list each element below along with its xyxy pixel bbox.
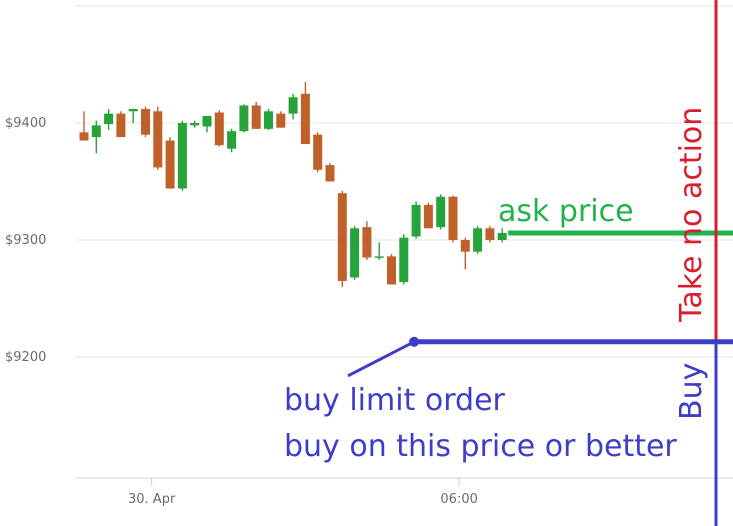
candle-body	[497, 232, 507, 240]
candle-body	[288, 97, 298, 114]
ask-price-label: ask price	[498, 194, 634, 229]
candle-body	[411, 204, 421, 237]
candle	[214, 110, 224, 147]
candle	[497, 228, 507, 243]
candle-body	[153, 111, 163, 168]
candle	[325, 162, 335, 182]
candle-body	[190, 123, 200, 126]
candle	[202, 115, 212, 133]
candle	[190, 120, 200, 128]
y-axis-ticks: $9400 $9300 $9200	[5, 116, 46, 365]
candle-body	[460, 240, 470, 252]
x-tick-label: 30. Apr	[128, 492, 176, 507]
candle	[227, 128, 237, 153]
candle	[362, 221, 372, 260]
candle	[473, 225, 483, 255]
candle	[288, 93, 298, 120]
candle	[399, 234, 409, 285]
candle-body	[214, 112, 224, 146]
candle-body	[251, 105, 261, 129]
candle	[104, 108, 114, 131]
x-axis-ticks: 30. Apr 06:00	[128, 478, 478, 507]
candle-body	[276, 113, 286, 128]
candle	[460, 237, 470, 270]
candle-body	[448, 196, 458, 240]
candle-body	[227, 131, 237, 149]
candle	[177, 120, 187, 191]
buy-label: Buy	[674, 363, 709, 420]
candle	[264, 108, 273, 131]
candle-body	[91, 125, 101, 138]
candle-body	[104, 113, 114, 125]
y-tick-label: $9300	[5, 233, 46, 248]
candle-body	[485, 228, 495, 240]
candle-body	[436, 196, 446, 228]
candle-body	[325, 165, 335, 182]
candle-body	[300, 93, 310, 145]
candle-body	[350, 228, 360, 278]
x-tick-label: 06:00	[440, 492, 477, 507]
take-no-action-label: Take no action	[674, 107, 709, 323]
candle-body	[387, 256, 396, 285]
candle	[387, 254, 396, 285]
candle	[153, 106, 163, 170]
candle	[128, 108, 138, 123]
candle	[313, 132, 323, 173]
candle	[141, 106, 150, 138]
candle	[485, 225, 495, 243]
y-tick-label: $9200	[5, 350, 46, 365]
candle	[165, 137, 175, 189]
candle-body	[423, 204, 433, 229]
candle	[239, 104, 249, 133]
candle-body	[313, 134, 323, 170]
candle-body	[165, 140, 175, 189]
candle	[276, 111, 286, 128]
candle	[423, 202, 433, 229]
buy-limit-pointer	[347, 340, 415, 378]
candle	[436, 194, 446, 230]
candle	[411, 201, 421, 239]
annotations: ask price Take no action Buy buy limit o…	[284, 0, 733, 526]
candle-body	[264, 111, 273, 129]
candle	[300, 82, 310, 145]
candle	[251, 101, 261, 129]
candle	[91, 120, 101, 154]
candle-body	[141, 108, 150, 135]
candle-body	[239, 105, 249, 132]
candle	[350, 225, 360, 280]
candle-body	[202, 115, 212, 127]
candle	[79, 111, 89, 141]
candle	[374, 242, 384, 260]
buy-limit-label: buy limit order	[284, 383, 506, 418]
gridlines	[75, 5, 733, 479]
candle-body	[128, 108, 138, 112]
candle-body	[116, 113, 126, 138]
y-tick-label: $9400	[5, 116, 46, 131]
candle-body	[399, 237, 409, 283]
candle-body	[374, 256, 384, 258]
candle	[448, 195, 458, 243]
candle	[337, 190, 347, 287]
candle-body	[362, 227, 372, 258]
candle	[116, 111, 126, 138]
candle-body	[79, 132, 89, 141]
candle-body	[337, 193, 347, 281]
candle-body	[473, 228, 483, 252]
candle-body	[177, 123, 187, 189]
candles	[79, 82, 507, 287]
buy-limit-sublabel: buy on this price or better	[284, 429, 677, 464]
buy-limit-dot	[409, 336, 420, 347]
